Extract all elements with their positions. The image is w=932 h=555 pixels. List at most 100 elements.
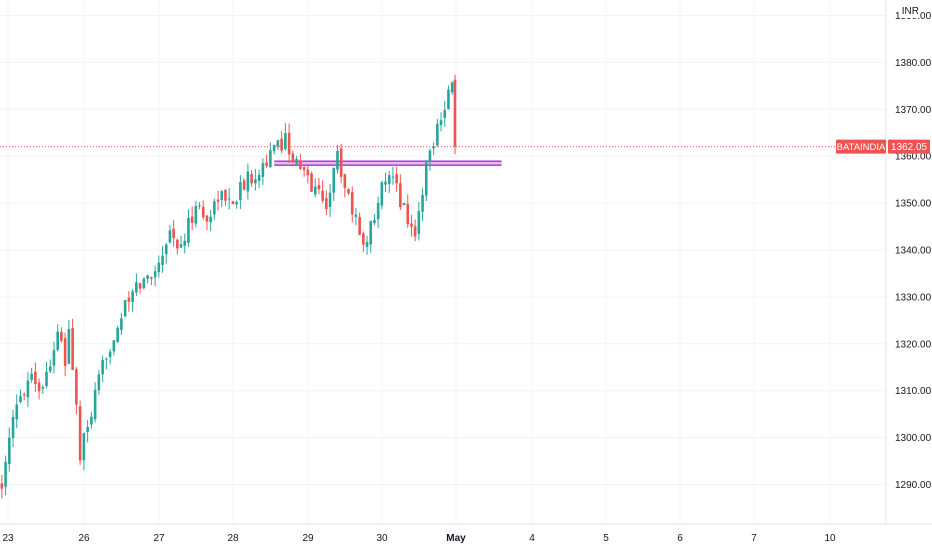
time-tick-label: 23 [2, 533, 14, 544]
candle-body [138, 283, 142, 289]
candle-body [45, 371, 48, 387]
candle-body [168, 230, 172, 243]
candle-body [384, 181, 387, 185]
candle-body [354, 214, 358, 217]
time-tick-label: May [446, 533, 466, 544]
candle-body [19, 396, 22, 403]
candle-body [176, 239, 179, 249]
candle-body [447, 89, 450, 110]
candle-body [135, 282, 138, 293]
candle-body [332, 167, 336, 193]
price-tick-label: 1310.00 [895, 386, 932, 397]
candle-body [343, 174, 347, 188]
candle-body [123, 300, 127, 317]
price-tick-label: 1290.00 [895, 480, 932, 491]
price-tick-label: 1320.00 [895, 339, 932, 350]
symbol-badge [836, 139, 886, 154]
horizontal-level-drawing[interactable] [274, 160, 502, 166]
candle-body [439, 120, 443, 126]
candle-body [428, 150, 432, 162]
time-axis[interactable]: 23 26 27 28 29 30 May 4 5 6 7 10 [0, 523, 932, 544]
price-axis[interactable]: 1290.00 1300.00 1310.00 1320.00 1330.00 1340.… [836, 0, 932, 524]
candle-body [299, 160, 302, 169]
candle-body [310, 173, 313, 192]
candle-body [187, 217, 190, 243]
candle-body [380, 182, 384, 206]
currency-label[interactable]: INR [900, 6, 920, 18]
time-tick-label: 10 [824, 533, 836, 544]
price-tick-label: 1370.00 [895, 105, 932, 116]
candle-body [161, 255, 164, 266]
candle-body [120, 318, 123, 330]
last-price-badge [888, 139, 930, 154]
candle-body [37, 382, 41, 392]
candle-body [272, 145, 276, 152]
candle-body [56, 331, 59, 350]
candle-body [15, 404, 19, 420]
price-tick-label: 1340.00 [895, 246, 932, 257]
candle-body [108, 351, 112, 358]
candle-body [205, 215, 209, 222]
candle-body [399, 183, 402, 207]
candle-body [280, 138, 283, 151]
time-tick-label: 30 [376, 533, 388, 544]
candle-body [75, 369, 78, 405]
candle-body [391, 176, 395, 178]
candle-body [150, 277, 153, 279]
candle-body [302, 166, 306, 171]
time-tick-label: 4 [529, 533, 535, 544]
candle-body [127, 297, 131, 302]
candle-body [373, 220, 376, 224]
candle-body [365, 242, 369, 247]
candle-body [339, 148, 343, 177]
candle-body [295, 158, 298, 165]
candle-body [101, 360, 104, 375]
price-tick-label: 1330.00 [895, 292, 932, 303]
candle-body [93, 389, 97, 420]
candle-body [257, 174, 261, 182]
candle-body [82, 433, 86, 461]
candle-body [112, 340, 116, 352]
candle-body [227, 198, 231, 200]
candle-body [291, 153, 295, 162]
candle-body [424, 162, 428, 196]
candle-body [413, 226, 417, 237]
candle-body [443, 110, 447, 118]
candle-body [421, 194, 424, 212]
candle-body [347, 189, 350, 194]
candle-body [376, 203, 380, 220]
time-tick-label: 26 [78, 533, 90, 544]
symbol-label: BATAINDIA [837, 142, 886, 153]
candle-body [369, 221, 373, 245]
time-tick-label: 29 [302, 533, 314, 544]
candle-body [213, 201, 216, 215]
candle-body [34, 371, 37, 385]
candle-body [86, 427, 89, 433]
level-band[interactable] [274, 161, 502, 166]
price-tick-label: 1360.00 [895, 152, 932, 163]
candle-body [105, 358, 108, 360]
candle-body [60, 332, 63, 341]
time-tick-label: 7 [751, 533, 757, 544]
candle-body [321, 190, 324, 201]
candle-body [231, 201, 235, 205]
candle-body [198, 205, 201, 207]
candle-body [8, 437, 11, 464]
candle-body [358, 217, 361, 235]
candle-body [250, 174, 253, 184]
candle-body [216, 199, 220, 202]
candle-body [67, 328, 71, 364]
candle-body [235, 202, 238, 205]
candle-body [71, 328, 74, 370]
candle-body [402, 203, 406, 206]
candle-body [336, 150, 339, 170]
candle-body [190, 216, 194, 223]
candle-body [194, 206, 198, 224]
candle-body [306, 169, 310, 176]
candle-body [209, 216, 212, 223]
candle-body [26, 380, 30, 398]
candle-body [224, 189, 227, 201]
candle-body [432, 146, 435, 149]
